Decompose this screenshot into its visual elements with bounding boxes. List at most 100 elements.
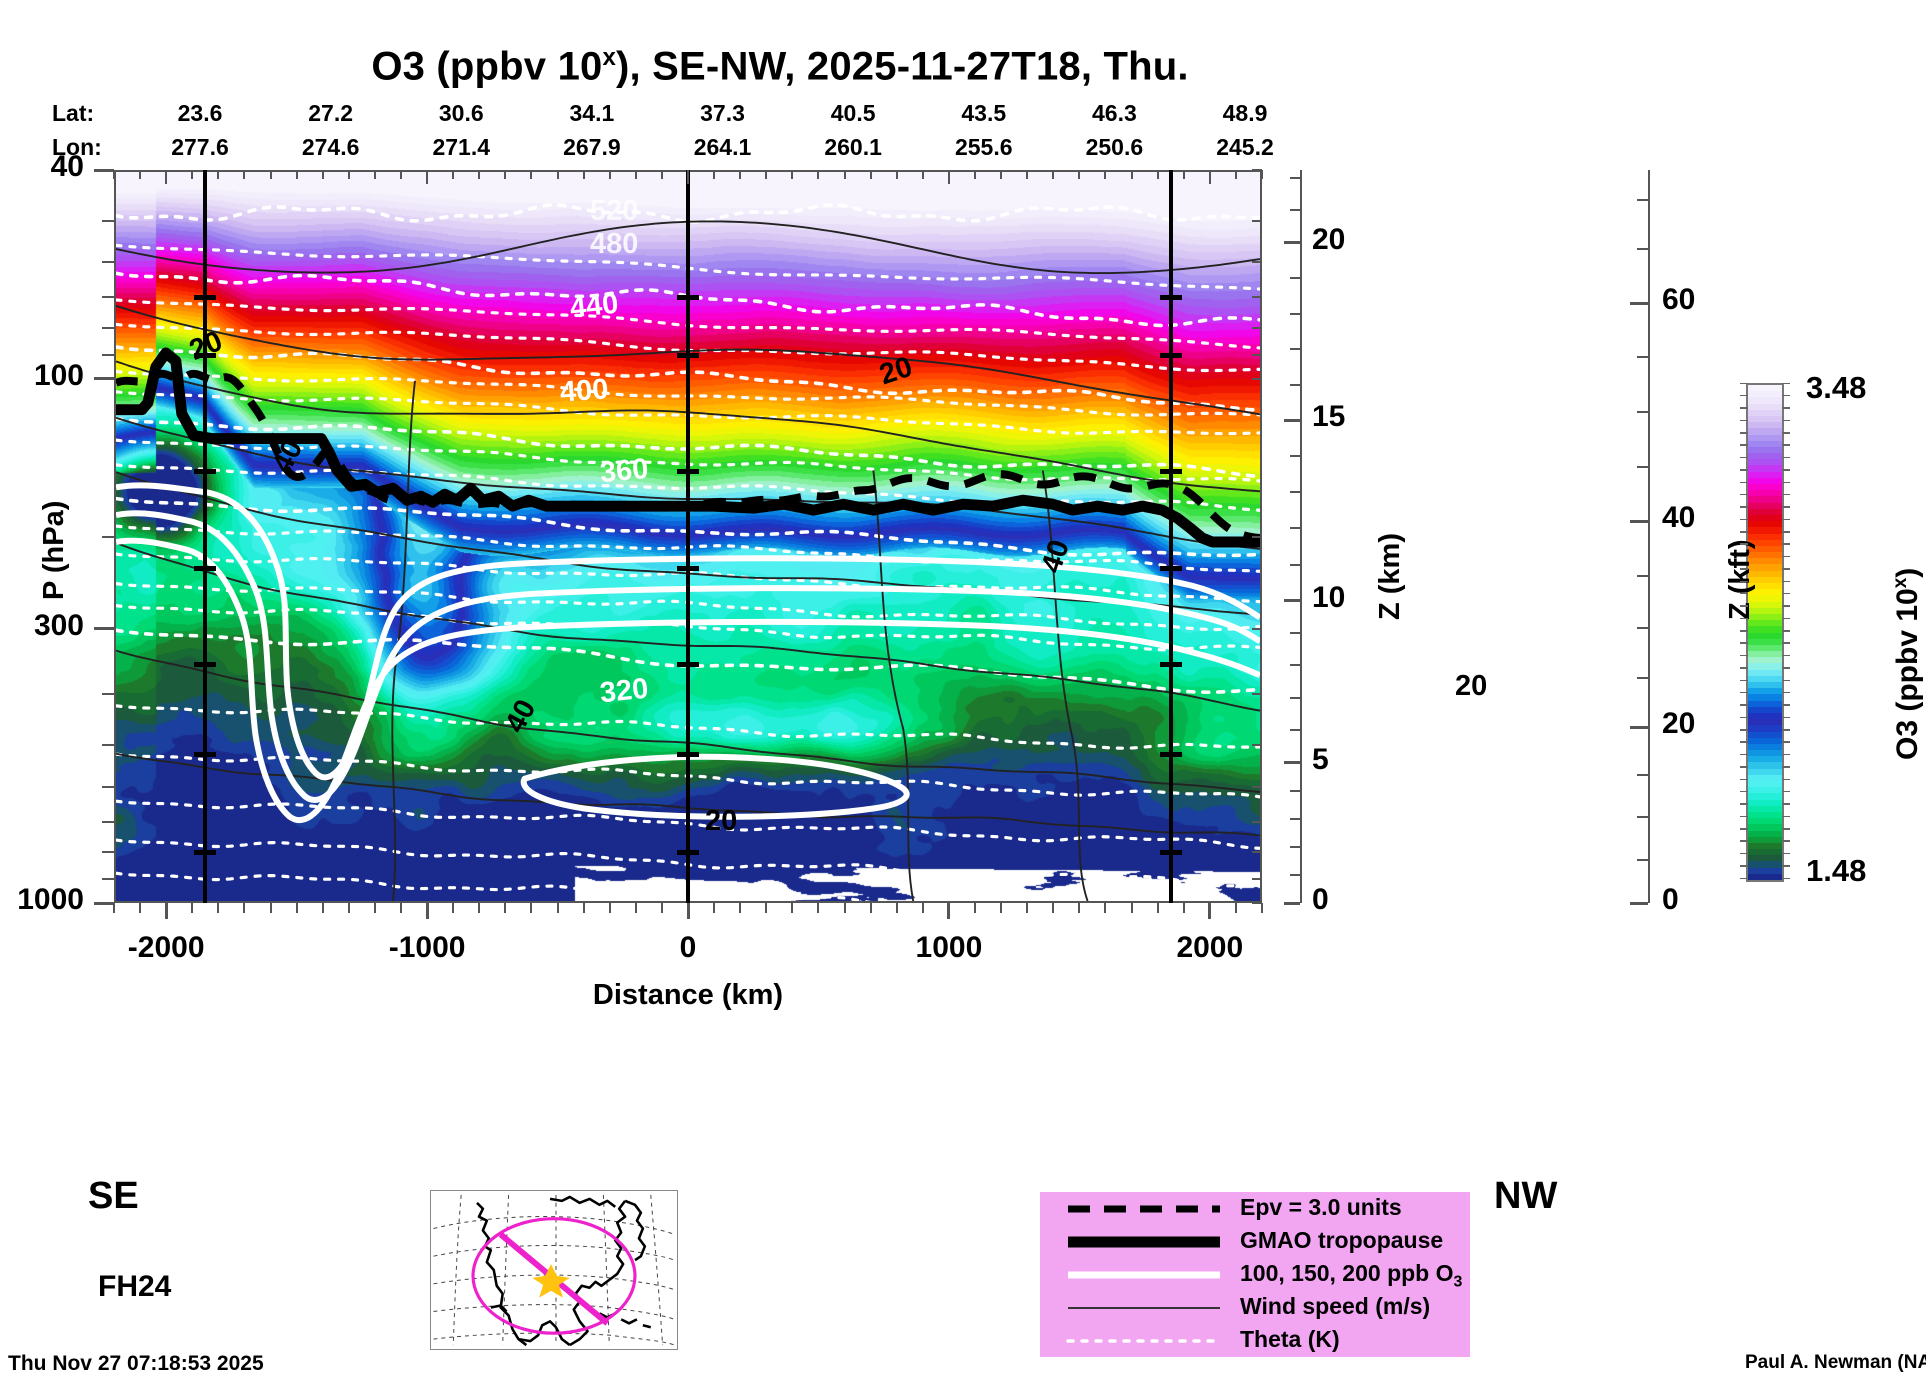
colorbar-title-superscript: x [1890,577,1911,589]
distance-minor-tick [713,903,716,913]
colorbar-swatch [1748,477,1782,484]
colorbar-tick [1782,691,1790,694]
pressure-tick-label: 300 [33,608,84,642]
top-axis-tick [321,170,324,179]
colorbar-tick [1782,778,1790,780]
distance-minor-tick [634,903,637,913]
colorbar-swatch [1748,391,1782,398]
z-kft-minor-tick [1637,356,1648,359]
top-axis-tick [165,170,168,184]
top-axis-tick [139,170,142,179]
z-km-tick-label: 10 [1312,580,1346,614]
reference-line-tick [194,295,217,301]
top-axis-tick [947,170,950,184]
colorbar-swatch [1748,805,1782,812]
right-inner-tick [1252,296,1262,299]
distance-minor-tick [1052,903,1055,913]
colorbar-tick [1782,654,1790,657]
colorbar-tick [1740,630,1748,632]
colorbar-swatch [1748,409,1782,416]
right-inner-tick [1252,377,1262,380]
colorbar-tick [1740,741,1748,743]
z-km-major-tick [1284,418,1300,422]
colorbar-tick [1740,568,1748,570]
distance-minor-tick [1130,903,1133,913]
z-km-minor-tick [1290,789,1300,792]
longitude-value: 264.1 [693,134,752,160]
colorbar-tick [1740,766,1748,768]
reference-line-tick [1159,566,1182,572]
colorbar-tick [1740,605,1748,607]
colorbar-swatch [1748,644,1782,652]
colorbar-swatch [1748,564,1782,571]
top-axis-tick [895,170,898,179]
pressure-major-tick [94,627,114,631]
z-km-major-tick [1284,761,1300,765]
colorbar-tick [1782,667,1790,669]
inset-location-map [430,1190,678,1350]
theta-contour-label: 480 [1453,253,1505,289]
colorbar-tick [1740,407,1748,409]
colorbar-tick [1740,877,1748,879]
z-km-axis-title: Z (km) [1374,533,1406,620]
colorbar-swatch [1748,521,1782,528]
distance-minor-tick [1026,903,1029,913]
colorbar-tick [1782,852,1790,855]
pressure-tick-label: 1000 [17,883,84,916]
colorbar-swatch [1748,434,1782,441]
colorbar-swatch [1748,570,1782,577]
colorbar-swatch [1748,459,1782,466]
vertical-reference-line [686,170,690,903]
top-axis-tick [1052,170,1055,179]
distance-minor-tick [1261,903,1263,913]
colorbar-tick [1740,753,1748,756]
colorbar-swatch [1748,811,1782,819]
distance-minor-tick [478,903,481,913]
colorbar-tick [1740,432,1748,434]
top-axis-tick [843,170,846,179]
reference-line-tick [194,752,217,758]
colorbar-tick [1740,654,1748,657]
colorbar-tick [1740,506,1748,508]
colorbar-tick [1782,506,1790,508]
z-kft-tick-label: 40 [1662,501,1696,535]
top-axis-tick [373,170,376,179]
z-kft-axis-line [1648,170,1650,903]
colorbar-tick [1740,667,1748,669]
colorbar-swatch [1748,651,1782,658]
latitude-value: 46.3 [1091,100,1137,126]
pressure-minor-tick [102,353,114,356]
inset-map-svg [433,1194,675,1347]
reference-line-tick [677,295,699,301]
latitude-value: 30.6 [438,100,484,126]
reference-line-tick [1159,295,1182,301]
top-axis-tick [869,170,872,179]
legend-item-label: 100, 150, 200 ppb O3 [1240,1260,1463,1291]
nw-direction-label: NW [1494,1175,1558,1217]
top-axis-tick [1000,170,1003,179]
z-km-minor-tick [1290,209,1300,212]
top-axis-tick [295,170,298,179]
colorbar-tick [1740,691,1748,694]
legend-box: Epv = 3.0 units GMAO tropopause 100, 150, … [1040,1192,1470,1357]
distance-minor-tick [921,903,924,913]
reference-line-tick [677,850,699,856]
colorbar-swatch [1748,502,1782,509]
legend-item-label: Theta (K) [1240,1326,1340,1352]
z-km-major-tick [1284,599,1300,603]
z-km-tick-label: 5 [1312,742,1329,776]
colorbar-tick [1740,716,1748,719]
colorbar-swatch [1748,465,1782,472]
distance-minor-tick [504,903,507,913]
z-kft-minor-tick [1637,465,1648,468]
colorbar-tick [1782,729,1790,731]
colorbar-tick [1782,382,1790,384]
colorbar-tick [1782,605,1790,607]
top-axis-tick [426,170,429,184]
right-inner-tick [1252,693,1262,696]
colorbar-swatch [1748,768,1782,775]
z-kft-major-tick [1630,725,1648,729]
reference-line-tick [677,566,699,572]
colorbar-tick [1740,531,1748,533]
right-inner-tick [1252,353,1262,356]
